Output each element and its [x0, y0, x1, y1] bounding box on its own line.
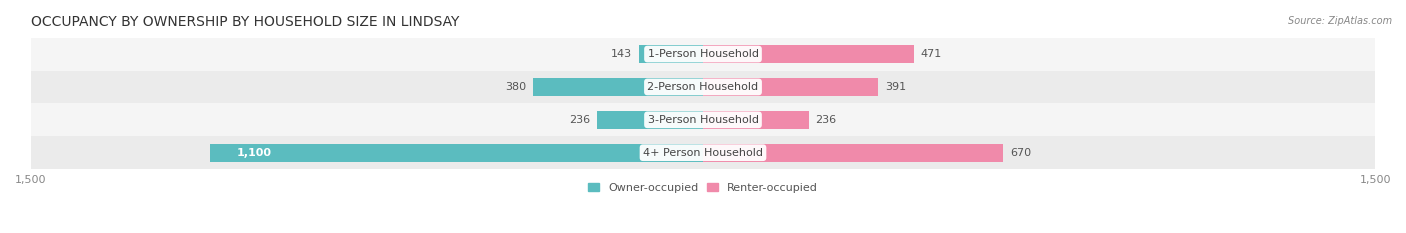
- Legend: Owner-occupied, Renter-occupied: Owner-occupied, Renter-occupied: [583, 178, 823, 197]
- Text: 670: 670: [1010, 148, 1031, 158]
- Bar: [31, 38, 1375, 71]
- Bar: [31, 71, 1375, 103]
- Text: OCCUPANCY BY OWNERSHIP BY HOUSEHOLD SIZE IN LINDSAY: OCCUPANCY BY OWNERSHIP BY HOUSEHOLD SIZE…: [31, 15, 460, 29]
- Text: 143: 143: [612, 49, 633, 59]
- Text: Source: ZipAtlas.com: Source: ZipAtlas.com: [1288, 16, 1392, 26]
- Text: 1,100: 1,100: [236, 148, 271, 158]
- Text: 3-Person Household: 3-Person Household: [648, 115, 758, 125]
- Text: 236: 236: [569, 115, 591, 125]
- Text: 1-Person Household: 1-Person Household: [648, 49, 758, 59]
- Bar: [703, 78, 879, 96]
- Bar: [703, 144, 1004, 162]
- Text: 4+ Person Household: 4+ Person Household: [643, 148, 763, 158]
- Text: 2-Person Household: 2-Person Household: [647, 82, 759, 92]
- Text: 471: 471: [921, 49, 942, 59]
- Bar: [703, 111, 808, 129]
- Bar: [533, 78, 703, 96]
- Bar: [703, 45, 914, 63]
- Bar: [598, 111, 703, 129]
- Bar: [638, 45, 703, 63]
- Text: 391: 391: [884, 82, 905, 92]
- Bar: [209, 144, 703, 162]
- Bar: [31, 103, 1375, 136]
- Text: 236: 236: [815, 115, 837, 125]
- Text: 380: 380: [505, 82, 526, 92]
- Bar: [31, 136, 1375, 169]
